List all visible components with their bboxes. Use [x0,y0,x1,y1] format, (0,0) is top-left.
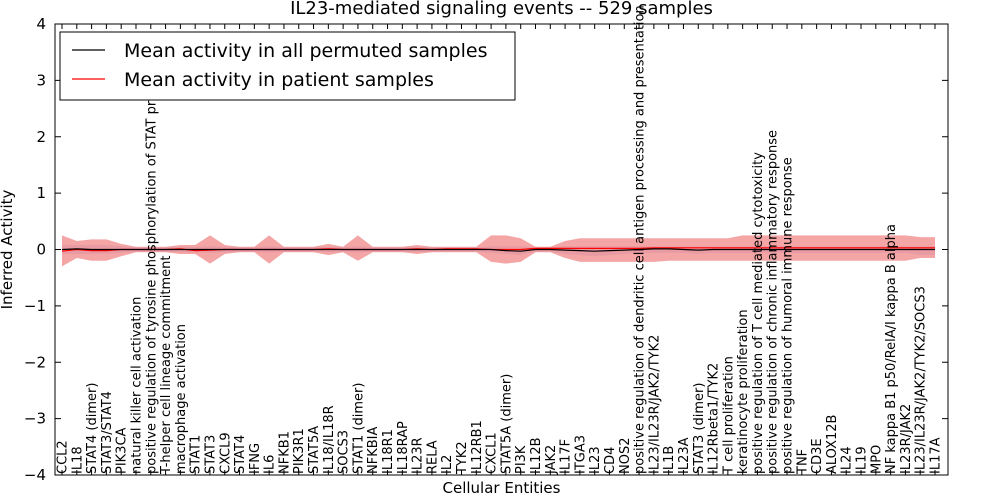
category-label: NFKBIA [366,427,381,474]
category-label: T-helper cell lineage commitment [159,256,174,475]
category-label: positive regulation of tyrosine phosphor… [144,68,159,474]
line-permuted [61,248,935,252]
chart-title: IL23-mediated signaling events -- 529 sa… [290,0,713,19]
category-label: IL23R/JAK2 [899,404,914,474]
category-label: NF kappa B1 p50/RelA/I kappa B alpha [884,224,899,474]
category-label: CXCL9 [218,432,233,474]
y-axis-label: Inferred Activity [0,189,16,309]
category-label: IL18RAP [396,421,411,474]
category-label: IL12Rbeta1/TYK2 [707,363,722,474]
category-label: PIK3CA [115,427,130,474]
category-label: ITGA3 [573,435,588,474]
y-tick-label: −2 [24,353,46,371]
ticks-layer: 4 3 2 1 0 −1 −2 −3 −4 [24,15,948,484]
category-label: IFNG [248,443,263,474]
category-label: IL24 [840,446,855,474]
category-label: IL23 [588,446,603,474]
category-label: STAT4 [233,435,248,474]
category-label: IL23/IL23R/JAK2/TYK2/SOCS3 [914,286,929,474]
category-label: IL23A [677,437,692,474]
category-label: NFKB1 [277,431,292,474]
category-label: macrophage activation [174,324,189,474]
category-label: PIK3R1 [292,428,307,474]
category-label: PI3K [514,445,529,474]
y-tick-label: −4 [24,466,46,484]
category-label: positive regulation of chronic inflammat… [766,130,781,474]
category-label: positive regulation of T cell mediated c… [751,152,766,474]
band-patient [62,235,935,267]
legend-label-patient: Mean activity in patient samples [124,69,434,91]
y-tick-label: 2 [36,128,46,146]
category-label: IL12B [529,437,544,474]
category-label: natural killer cell activation [129,297,144,474]
legend-box [59,31,516,101]
category-label: T cell proliferation [721,356,736,475]
category-label: NOS2 [618,438,633,474]
y-tick-label: −1 [24,297,46,315]
category-labels: CCL2 IL18 STAT4 (dimer) STAT3/STAT4 PIK3CA na… [56,5,944,475]
category-label: SOCS3 [337,430,352,474]
category-label: IL18R1 [381,429,396,474]
category-label: IL18/IL18R [322,405,337,474]
category-label: MPO [869,445,884,474]
plot-frame [54,23,949,476]
category-label: JAK2 [544,445,559,475]
category-label: CD3E [810,438,825,474]
y-tick-label: −3 [24,410,46,428]
category-label: IL2 [440,455,455,474]
category-label: IL23/IL23R/JAK2/TYK2 [647,335,662,474]
category-label: positive regulation of dendritic cell an… [633,5,648,474]
category-label: STAT5A [307,426,322,474]
category-label: IL17F [559,439,574,474]
category-label: positive regulation of humoral immune re… [781,157,796,474]
category-label: IL23R [411,437,426,474]
category-label: RELA [425,440,440,474]
legend-label-permuted: Mean activity in all permuted samples [124,40,487,62]
category-label: IL1B [662,446,677,474]
x-axis-label: Cellular Entities [443,479,561,497]
category-label: STAT3 [203,435,218,474]
category-label: STAT3 (dimer) [692,383,707,474]
category-label: CD4 [603,447,618,474]
category-label: IL18 [70,446,85,474]
y-tick-label: 0 [36,241,46,259]
category-label: STAT3/STAT4 [100,391,115,474]
category-label: STAT1 [189,435,204,474]
category-label: IL19 [855,446,870,474]
lines-layer [61,247,935,252]
category-label: TNF [795,449,810,475]
category-label: ALOX12B [825,415,840,474]
category-label: IL17A [929,437,944,474]
category-label: STAT5A (dimer) [499,374,514,474]
category-label: CXCL1 [485,432,500,474]
y-tick-label: 3 [36,71,46,89]
category-label: TYK2 [455,441,470,475]
category-label: IL6 [263,455,278,474]
category-label: IL12RB1 [470,420,485,474]
category-label: keratinocyte proliferation [736,309,751,474]
y-tick-label: 1 [36,184,46,202]
y-tick-label: 4 [36,15,46,33]
category-label: STAT1 (dimer) [351,383,366,474]
legend: Mean activity in all permuted samples Me… [59,31,516,101]
category-label: STAT4 (dimer) [85,383,100,474]
category-label: CCL2 [56,440,71,474]
